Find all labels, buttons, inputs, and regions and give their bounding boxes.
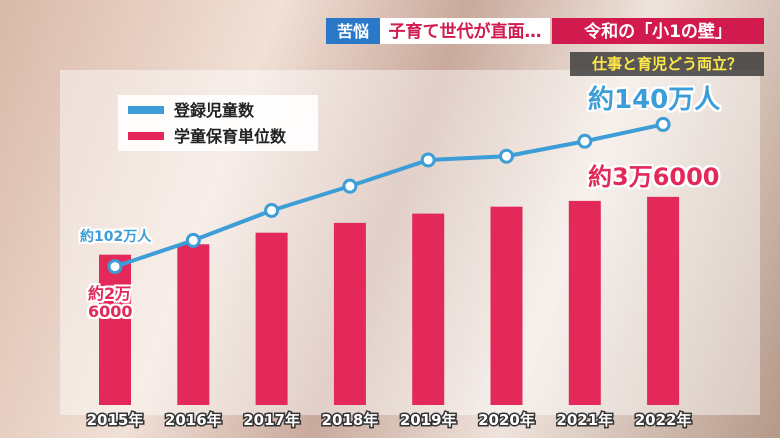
bar [490, 206, 523, 405]
value-label: 約3万6000 [588, 163, 720, 191]
legend-swatch [128, 106, 164, 114]
bar [99, 254, 131, 405]
line [114, 122, 664, 269]
line-point [185, 232, 201, 248]
tag: 苦悩 [337, 22, 369, 41]
headline-box [380, 18, 550, 44]
x-tick-label: 2016年 [165, 411, 222, 429]
x-tick-label: 2021年 [556, 411, 613, 429]
x-tick-label: 2015年 [87, 411, 144, 429]
x-tick-label: 2019年 [400, 411, 457, 429]
bar [333, 222, 366, 405]
tag-box [326, 18, 380, 44]
value-label: 約140万人 [588, 85, 721, 115]
subtitle-box [570, 52, 764, 76]
legend-label: 登録児童数 [173, 101, 255, 120]
line-point [655, 116, 671, 132]
topic-box [552, 18, 764, 44]
legend-box [118, 95, 318, 151]
x-tick-label: 2022年 [635, 411, 692, 429]
value-label: 約2万6000 [88, 284, 133, 321]
topic: 令和の「小1の壁」 [584, 21, 732, 42]
headline: 子育て世代が直面… [389, 21, 542, 42]
value-label: 約102万人 [80, 229, 152, 245]
bar [568, 200, 601, 405]
x-tick-label: 2018年 [322, 411, 379, 429]
legend-label: 学童保育単位数 [174, 127, 287, 146]
line-point [264, 202, 280, 218]
bar [647, 196, 680, 405]
line-point [107, 259, 123, 275]
subtitle: 仕事と育児どう両立？ [591, 55, 742, 73]
line-point [342, 178, 358, 194]
x-tick-label: 2017年 [243, 411, 300, 429]
line-point [577, 133, 593, 149]
legend-swatch [128, 132, 164, 140]
x-tick-label: 2020年 [478, 411, 535, 429]
line-point [499, 148, 514, 164]
bar [177, 244, 210, 405]
bar [255, 232, 288, 405]
line-point [420, 152, 436, 168]
bar [412, 213, 445, 405]
